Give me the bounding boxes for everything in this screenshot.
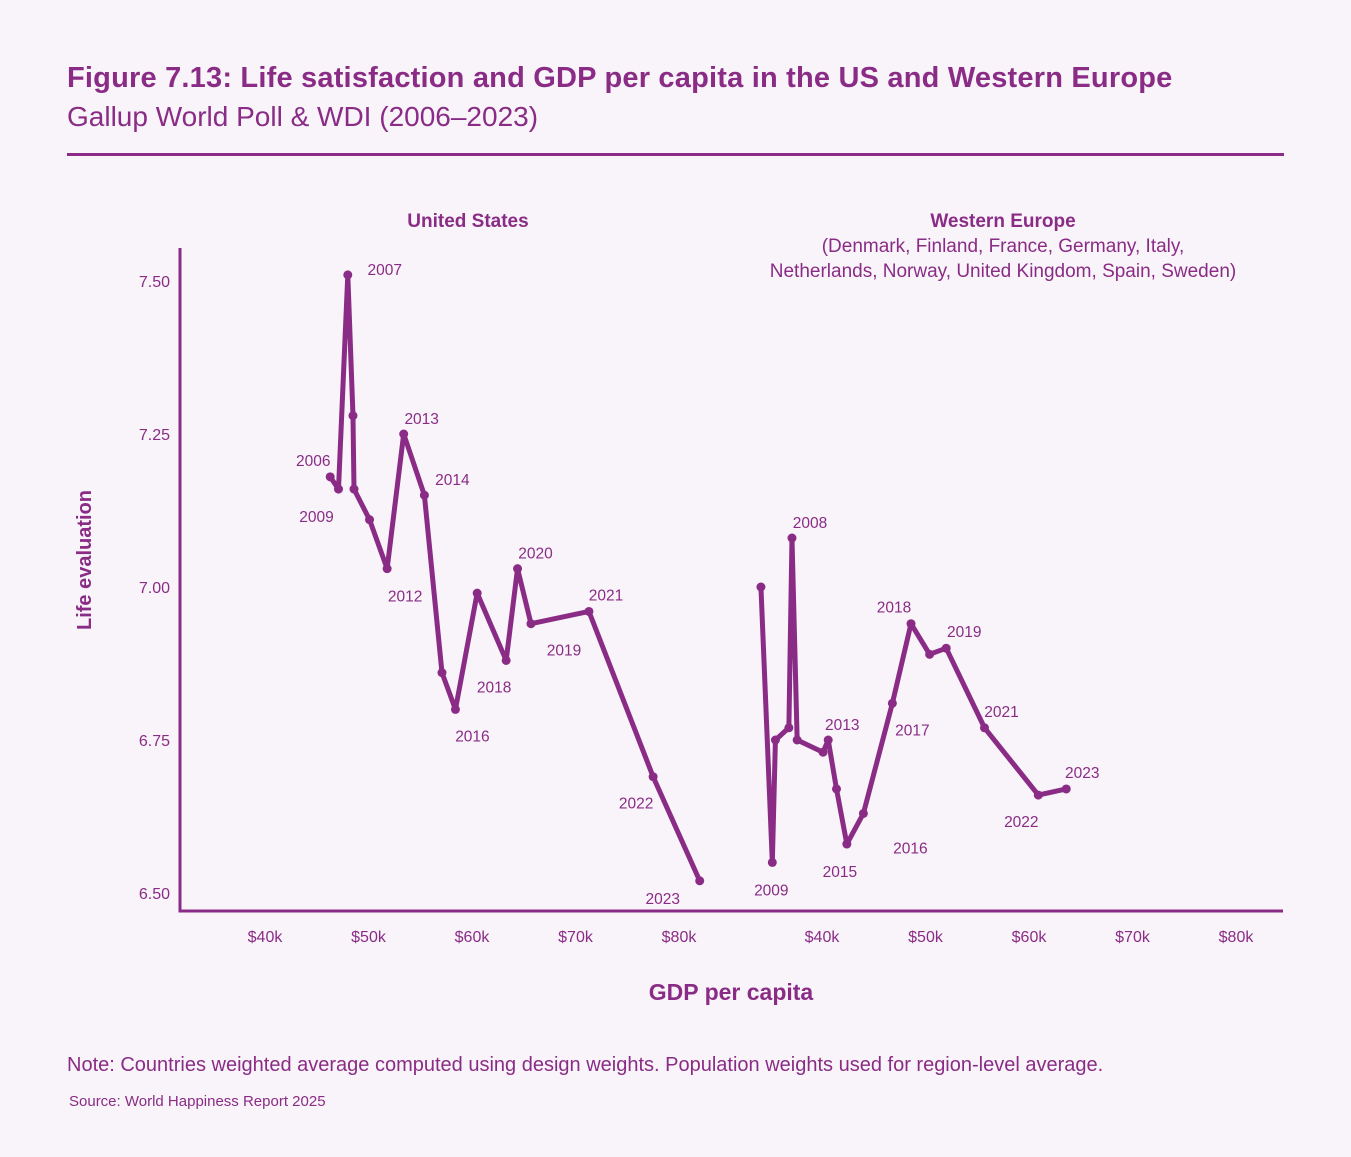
data-point (526, 619, 536, 629)
data-point (333, 484, 343, 494)
data-point (906, 619, 916, 629)
data-point (823, 735, 833, 745)
data-point (501, 655, 511, 665)
panel-subtitle-we: (Denmark, Finland, France, Germany, Ital… (822, 236, 1185, 257)
data-point (887, 698, 897, 708)
point-year-label: 2006 (296, 453, 330, 470)
point-year-label: 2007 (368, 262, 402, 279)
panel-subtitle-we: Netherlands, Norway, United Kingdom, Spa… (770, 261, 1236, 282)
x-tick-label: $80k (662, 929, 698, 946)
data-point (419, 490, 429, 500)
data-point (818, 747, 828, 757)
data-point (382, 564, 392, 574)
point-year-label: 2021 (984, 704, 1018, 721)
title-divider (67, 153, 1284, 156)
point-year-label: 2015 (823, 864, 857, 881)
point-year-label: 2016 (455, 728, 489, 745)
y-tick-label: 7.25 (139, 427, 170, 444)
data-point (784, 723, 794, 733)
data-point (1061, 784, 1071, 794)
data-point (472, 588, 482, 598)
point-year-label: 2013 (404, 411, 438, 428)
point-year-label: 2016 (893, 840, 927, 857)
point-year-label: 2023 (1065, 765, 1099, 782)
point-year-label: 2022 (1004, 814, 1038, 831)
data-point (831, 784, 841, 794)
chart-texts: 7.50 7.25 7.00 6.75 6.50 Life evaluation GDP p… (74, 211, 1254, 1005)
y-tick-label: 6.75 (139, 733, 170, 750)
series-line-us (327, 272, 703, 884)
data-point (1033, 790, 1043, 800)
x-tick-label: $70k (558, 929, 594, 946)
x-tick-label: $60k (455, 929, 491, 946)
data-point (770, 735, 780, 745)
y-tick-label: 7.50 (139, 274, 170, 291)
point-year-label: 2013 (825, 717, 859, 734)
panel-title-us: United States (407, 211, 528, 232)
point-year-label: 2019 (947, 624, 981, 641)
axes (178, 248, 1283, 913)
x-tick-label: $50k (908, 929, 944, 946)
point-year-label: 2018 (877, 600, 911, 617)
chart-marks (325, 270, 1071, 886)
data-point (941, 643, 951, 653)
data-point (648, 772, 658, 782)
data-point (767, 857, 777, 867)
point-year-label: 2009 (754, 882, 788, 899)
y-axis-label: Life evaluation (74, 490, 96, 630)
x-tick-label: $70k (1115, 929, 1151, 946)
data-point (325, 472, 335, 482)
x-tick-label: $40k (805, 929, 841, 946)
point-year-label: 2012 (388, 589, 422, 606)
point-year-label: 2022 (619, 796, 653, 813)
data-point (756, 582, 766, 592)
x-axis-label: GDP per capita (649, 979, 814, 1005)
data-point (925, 649, 935, 659)
point-year-label: 2008 (793, 515, 827, 532)
data-point (343, 270, 353, 280)
point-year-label: 2020 (518, 546, 553, 563)
data-point (437, 668, 447, 678)
data-point (365, 515, 375, 525)
figure-title: Figure 7.13: Life satisfaction and GDP p… (67, 62, 1173, 94)
x-tick-label: $50k (351, 929, 387, 946)
data-point (979, 723, 989, 733)
data-point (584, 606, 594, 616)
point-year-label: 2009 (299, 509, 333, 526)
point-year-label: 2023 (645, 891, 679, 908)
data-point (842, 839, 852, 849)
point-year-label: 2019 (547, 643, 581, 660)
data-point (450, 704, 460, 714)
data-point (695, 876, 705, 886)
point-year-label: 2014 (435, 472, 470, 489)
data-point (349, 484, 359, 494)
footnote: Note: Countries weighted average compute… (67, 1054, 1104, 1076)
source-text: Source: World Happiness Report 2025 (69, 1093, 326, 1110)
data-point (787, 533, 797, 543)
x-tick-label: $60k (1012, 929, 1048, 946)
data-point (513, 564, 523, 574)
data-point (858, 808, 868, 818)
x-tick-label: $80k (1219, 929, 1255, 946)
x-tick-label: $40k (248, 929, 284, 946)
data-point (348, 411, 358, 421)
data-point (399, 429, 409, 439)
figure-subtitle: Gallup World Poll & WDI (2006–2023) (67, 101, 539, 132)
point-year-label: 2017 (895, 722, 929, 739)
point-year-label: 2021 (589, 587, 623, 604)
point-year-label: 2018 (477, 679, 511, 696)
y-tick-label: 6.50 (139, 886, 170, 903)
panel-title-we: Western Europe (930, 211, 1075, 232)
data-point (792, 735, 802, 745)
y-tick-label: 7.00 (139, 580, 170, 597)
